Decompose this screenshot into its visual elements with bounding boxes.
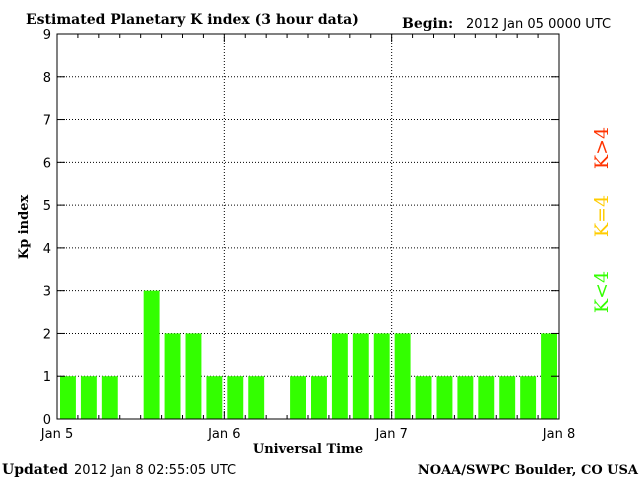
grid-lines — [57, 34, 559, 419]
bars-group — [60, 290, 557, 419]
kp-bar — [164, 333, 181, 419]
begin-label: Begin: — [402, 16, 453, 32]
kp-bar — [352, 333, 369, 419]
x-tick-label: Jan 5 — [40, 427, 73, 442]
begin-value: 2012 Jan 05 0000 UTC — [466, 17, 611, 32]
y-tick-label: 0 — [43, 413, 51, 428]
kp-bar — [331, 333, 348, 419]
y-tick-label: 5 — [43, 199, 51, 214]
plot-area — [56, 33, 560, 420]
legend-k-less-4: K<4 — [591, 271, 613, 313]
kp-bar — [311, 376, 327, 419]
chart-title: Estimated Planetary K index (3 hour data… — [26, 12, 359, 28]
kp-bar — [143, 290, 160, 419]
y-tick-label: 6 — [43, 156, 51, 171]
kp-bar — [373, 333, 390, 419]
kp-bar — [415, 376, 432, 419]
y-tick-label: 3 — [43, 285, 51, 300]
kp-bar — [541, 333, 557, 419]
kp-bar — [290, 376, 306, 419]
kp-bar — [478, 376, 495, 419]
kp-bar — [185, 333, 202, 419]
legend-k-greater-4: K>4 — [591, 127, 613, 169]
y-tick-label: 2 — [43, 327, 51, 342]
kp-bar — [436, 376, 453, 419]
source-credit: NOAA/SWPC Boulder, CO USA — [418, 463, 639, 478]
x-tick-labels: Jan 5 Jan 6 Jan 7 Jan 8 — [40, 427, 575, 442]
tick-marks — [56, 33, 560, 420]
x-tick-label: Jan 7 — [374, 427, 407, 442]
legend-k-equal-4: K=4 — [591, 195, 613, 237]
kp-bar — [101, 376, 118, 419]
plot-background — [57, 34, 559, 419]
kp-bar — [457, 376, 474, 419]
y-axis-label: Kp index — [17, 195, 32, 260]
kp-bar — [520, 376, 537, 419]
kp-bar — [206, 376, 223, 419]
updated-label: Updated — [2, 462, 68, 478]
x-tick-label: Jan 8 — [542, 427, 575, 442]
kp-bar — [248, 376, 265, 419]
y-tick-label: 9 — [43, 28, 51, 43]
y-tick-label: 4 — [43, 242, 51, 257]
kp-bar — [394, 333, 411, 419]
y-tick-labels: 0 1 2 3 4 5 6 7 8 9 — [43, 28, 51, 428]
x-tick-label: Jan 6 — [207, 427, 240, 442]
kp-bar — [499, 376, 516, 419]
y-tick-label: 8 — [43, 71, 51, 86]
updated-value: 2012 Jan 8 02:55:05 UTC — [74, 463, 236, 478]
x-axis-label: Universal Time — [253, 442, 363, 457]
y-tick-label: 7 — [43, 114, 51, 129]
kp-bar — [80, 376, 97, 419]
kp-bar — [227, 376, 244, 419]
kp-bar — [60, 376, 76, 419]
y-tick-label: 1 — [43, 370, 51, 385]
